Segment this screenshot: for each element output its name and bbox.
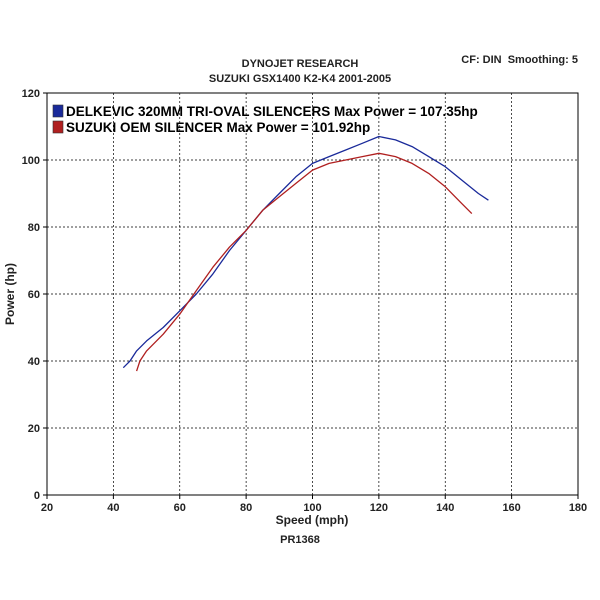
legend-label-1: DELKEVIC 320MM TRI-OVAL SILENCERS Max Po… (66, 104, 478, 119)
grid (47, 93, 578, 495)
x-tick-label: 120 (370, 502, 388, 514)
x-tick-label: 40 (107, 502, 119, 514)
x-tick-label: 80 (240, 502, 252, 514)
y-tick-label: 0 (34, 490, 40, 502)
run-id: PR1368 (280, 534, 320, 546)
chart-subtitle: SUZUKI GSX1400 K2-K4 2001-2005 (209, 73, 391, 85)
x-tick-labels: 20 40 60 80 100 120 140 160 180 (41, 495, 587, 514)
series-line-1 (122, 135, 489, 369)
legend: DELKEVIC 320MM TRI-OVAL SILENCERS Max Po… (52, 104, 478, 135)
series-line-2 (135, 152, 473, 372)
legend-label-2: SUZUKI OEM SILENCER Max Power = 101.92hp (66, 120, 370, 135)
y-tick-label: 80 (28, 222, 40, 234)
y-tick-label: 60 (28, 289, 40, 301)
x-tick-label: 60 (174, 502, 186, 514)
legend-swatch-2 (52, 120, 64, 134)
y-tick-labels: 0 20 40 60 80 100 120 (22, 88, 47, 502)
series-lines (122, 135, 489, 372)
x-tick-label: 100 (303, 502, 321, 514)
x-tick-label: 180 (569, 502, 587, 514)
chart-title: DYNOJET RESEARCH (242, 58, 359, 70)
y-tick-label: 120 (22, 88, 40, 100)
dyno-settings: CF: DIN Smoothing: 5 (461, 54, 578, 66)
x-tick-label: 140 (436, 502, 454, 514)
x-tick-label: 160 (502, 502, 520, 514)
y-tick-label: 100 (22, 155, 40, 167)
x-axis-label: Speed (mph) (276, 513, 349, 527)
legend-swatch-1 (52, 104, 64, 118)
y-tick-label: 20 (28, 423, 40, 435)
y-axis-label: Power (hp) (3, 263, 17, 325)
y-tick-label: 40 (28, 356, 40, 368)
x-tick-label: 20 (41, 502, 53, 514)
